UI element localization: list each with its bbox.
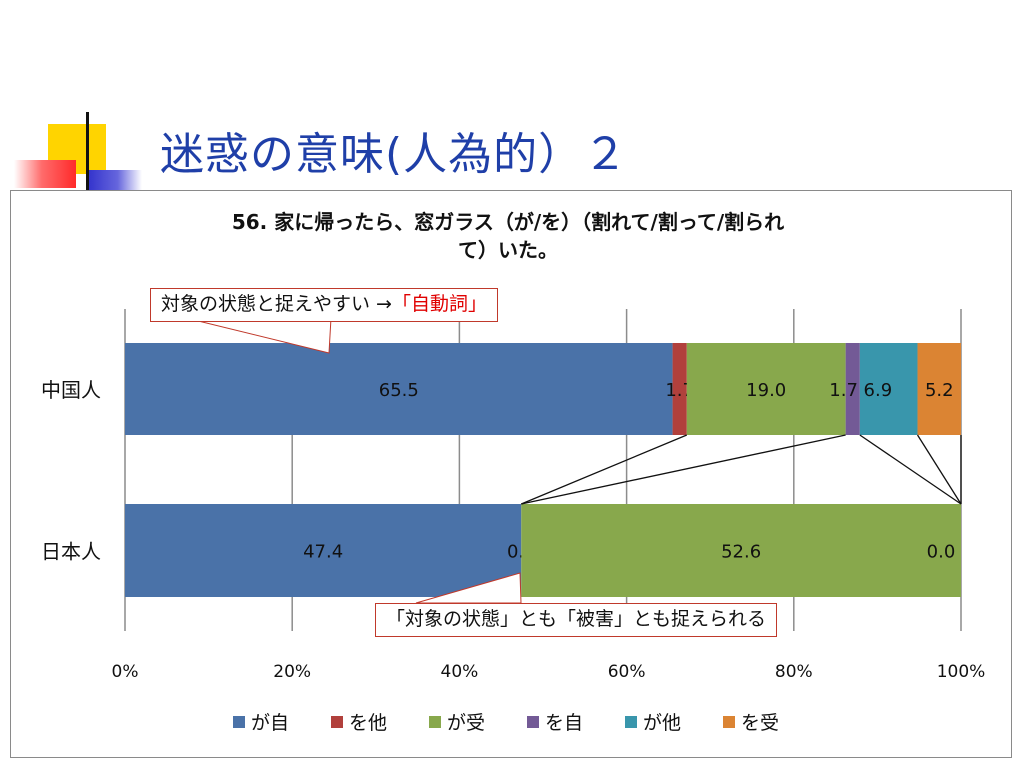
legend-label: を他 [349,712,387,734]
callout-both-readings: 「対象の状態」とも「被害」とも捉えられる [375,603,778,637]
x-tick-label: 100% [937,662,986,682]
legend-swatch [527,716,539,728]
bar-segment [845,343,860,435]
decor-blue-bar [88,170,142,190]
category-label: 中国人 [41,378,101,402]
chart-title-line: て）いた。 [458,238,558,262]
x-tick-label: 0% [112,662,139,682]
bar-segment [125,343,673,435]
callout-text: 対象の状態と捉えやすい → [161,293,392,315]
x-tick-label: 60% [608,662,646,682]
legend-label: を自 [545,712,583,734]
category-label: 日本人 [41,540,101,564]
data-label: 5.2 [925,380,954,401]
x-tick-label: 80% [775,662,813,682]
legend-label: が自 [251,712,289,734]
x-tick-label: 40% [441,662,479,682]
callout-intransitive: 対象の状態と捉えやすい →「自動詞」 [150,288,498,322]
bar-segment [859,343,918,435]
legend-label: が他 [643,712,681,734]
bar-segment [125,504,522,597]
connector-line [916,434,962,505]
bar-segment [672,343,687,435]
legend-swatch [429,716,441,728]
legend-label: を受 [741,712,779,734]
connector-line [521,434,688,505]
chart-frame: 56. 家に帰ったら、窓ガラス（が/を）（割れて/割って/割られ て）いた。 0% 2… [10,190,1012,758]
connector-line [521,434,846,505]
chart-title-line: 56. 家に帰ったら、窓ガラス（が/を）（割れて/割って/割られ [232,210,784,234]
callout-text-bottom: 「対象の状態」とも「被害」とも捉えられる [386,608,767,630]
connector-line [859,434,962,505]
bar-segment [917,343,961,435]
data-label: 1.7 [829,380,858,401]
data-label: 52.6 [721,542,761,563]
x-tick-label: 20% [273,662,311,682]
decor-vertical-line [86,112,89,192]
data-label: 0.0 [927,542,956,563]
data-label: 47.4 [303,542,343,563]
legend-swatch [233,716,245,728]
bar-segment [686,343,846,435]
legend-swatch [331,716,343,728]
legend-label: が受 [447,712,485,734]
callout-highlight: 「自動詞」 [391,293,487,315]
slide-title: 迷惑の意味(人為的）２ [160,129,629,180]
bar-segment [521,504,961,597]
legend-swatch [723,716,735,728]
data-label: 6.9 [864,380,893,401]
data-label: 65.5 [379,380,419,401]
legend-swatch [625,716,637,728]
data-label: 19.0 [746,380,786,401]
decor-red-bar [14,160,76,188]
